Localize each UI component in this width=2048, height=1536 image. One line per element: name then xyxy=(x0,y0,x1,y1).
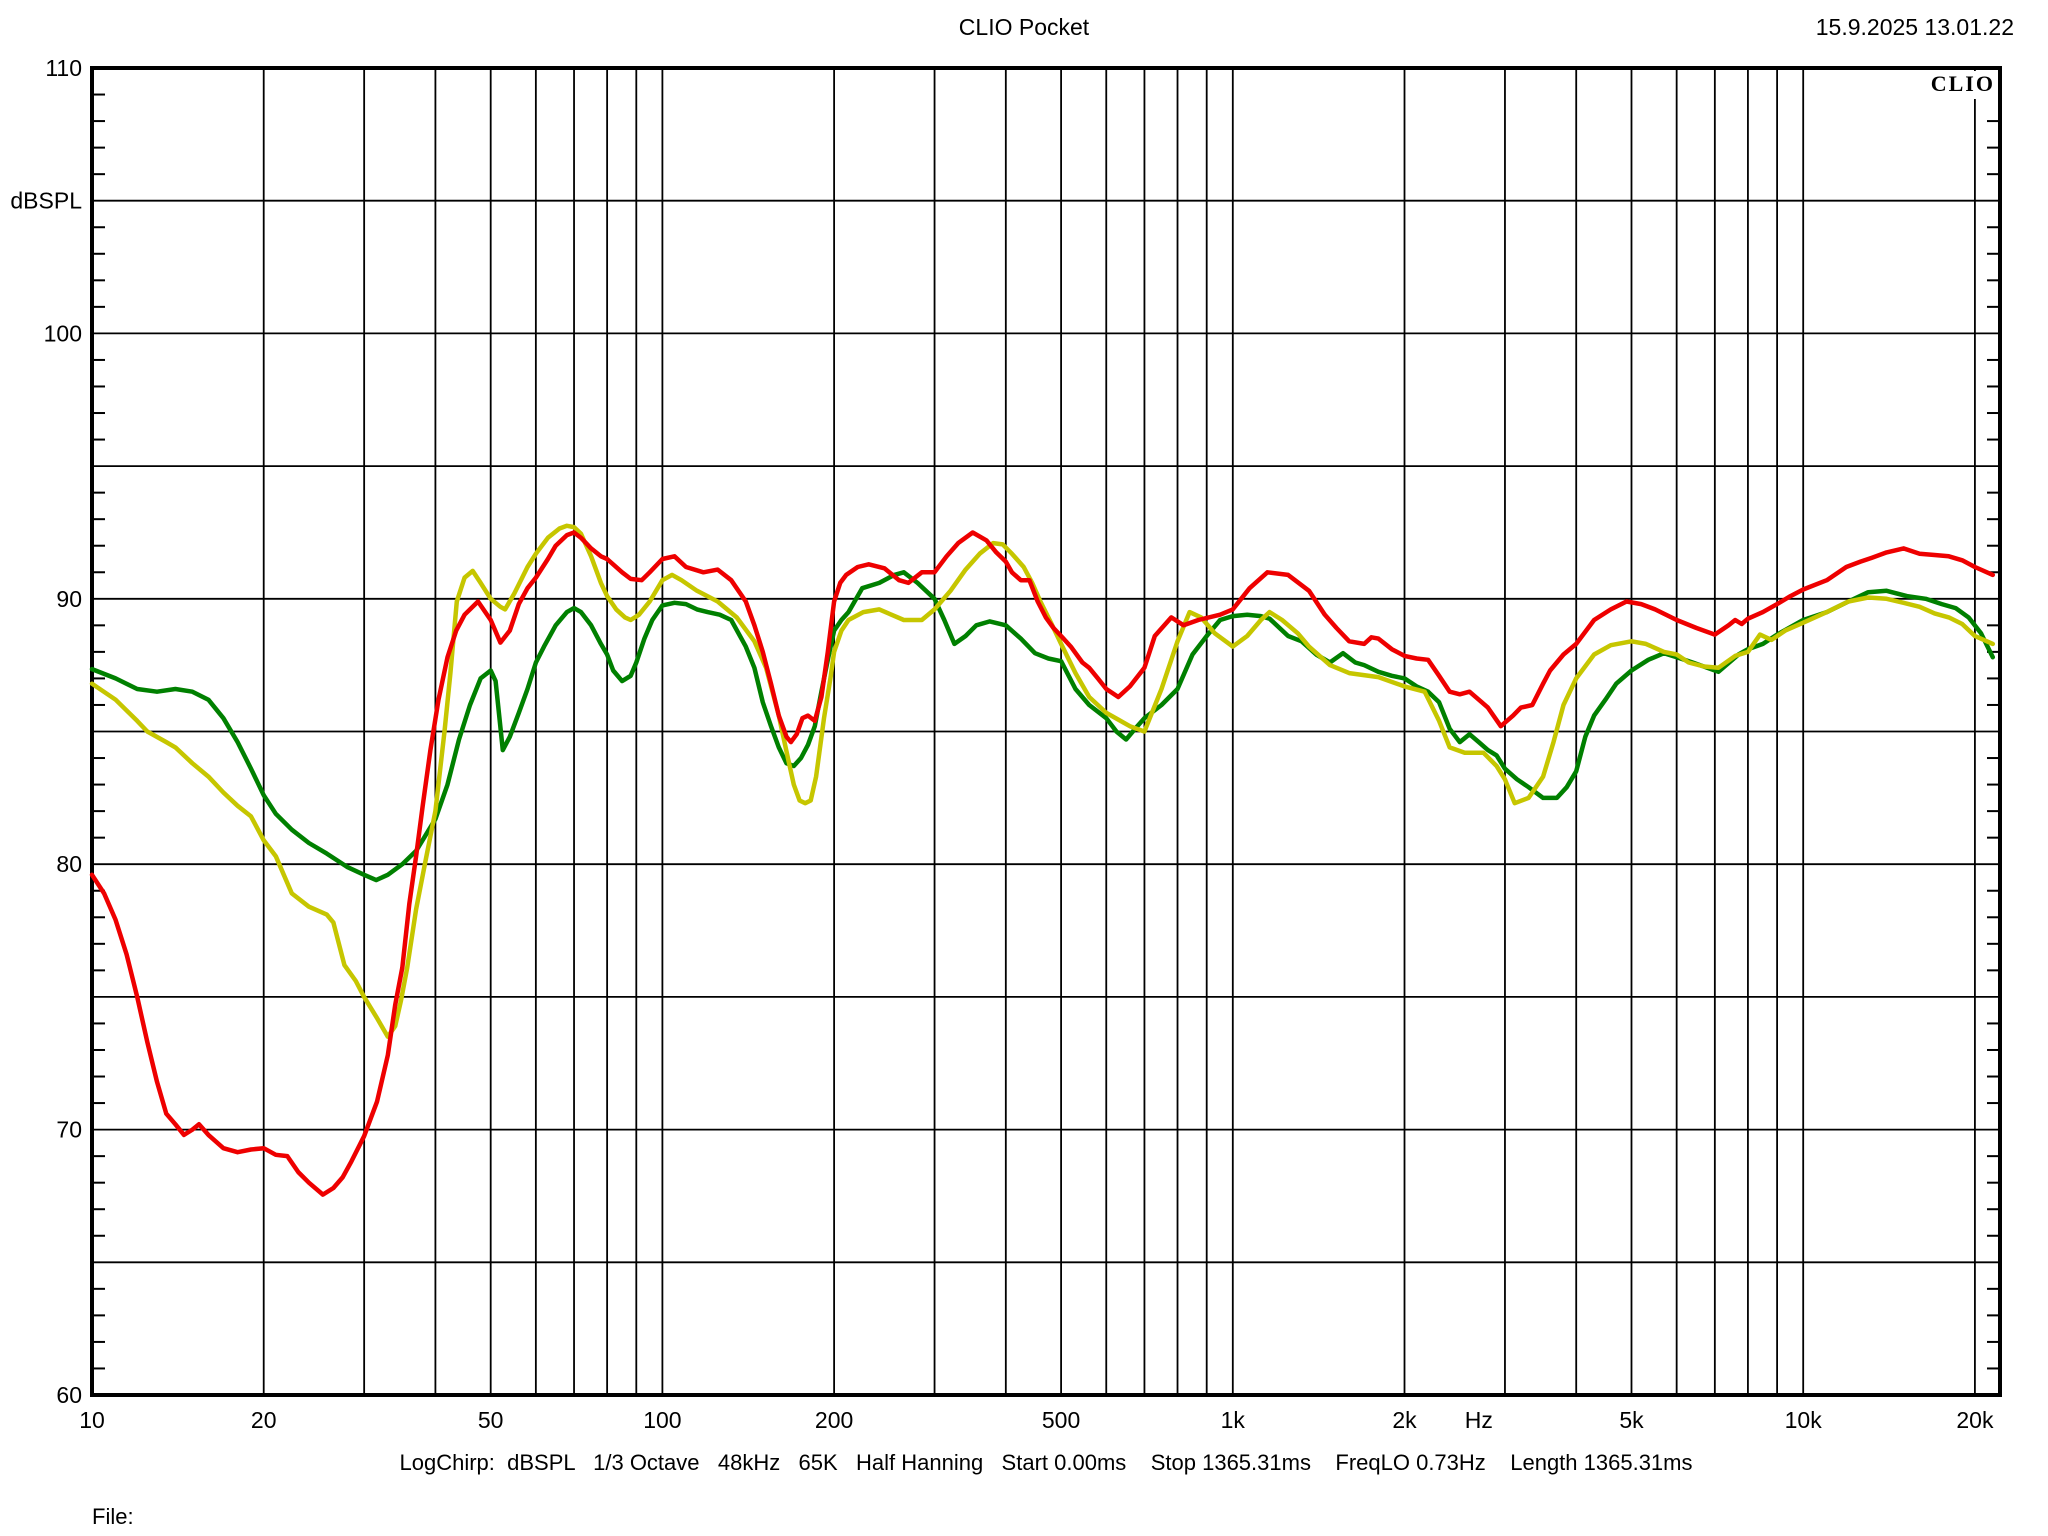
x-tick-label: 10 xyxy=(79,1407,105,1433)
x-tick-label: 50 xyxy=(478,1407,504,1433)
plot-border xyxy=(90,66,2002,1397)
x-tick-label: Hz xyxy=(1465,1407,1493,1433)
x-tick-label: 500 xyxy=(1042,1407,1080,1433)
x-tick-label: 20 xyxy=(251,1407,277,1433)
y-tick-label: 110 xyxy=(45,55,82,81)
axis-labels: 110 100 90 80 70 60 dBSPL 10 20 50 100 200 500 1k 2k Hz… xyxy=(10,55,1994,1433)
y-tick-label: 90 xyxy=(56,586,82,612)
y-tick-label: 100 xyxy=(44,320,82,346)
y-tick-label: 60 xyxy=(56,1382,82,1408)
curves xyxy=(89,523,1996,1197)
y-tick-label: 80 xyxy=(56,851,82,877)
curve-red xyxy=(89,530,1996,1197)
x-tick-label: 1k xyxy=(1221,1407,1246,1433)
page-title: CLIO Pocket xyxy=(958,14,1090,40)
y-tick-label: 70 xyxy=(56,1117,82,1143)
x-tick-label: 10k xyxy=(1785,1407,1823,1433)
db-minor-ticks xyxy=(92,93,2000,1370)
clio-logo: CLIO xyxy=(1924,71,1998,99)
x-tick-label: 100 xyxy=(643,1407,681,1433)
curve-yellow xyxy=(89,523,1996,1039)
curve-green xyxy=(89,570,1996,883)
x-tick-label: 200 xyxy=(815,1407,853,1433)
x-tick-label: 20k xyxy=(1956,1407,1994,1433)
datetime-label: 15.9.2025 13.01.22 xyxy=(1815,14,2014,40)
x-tick-label: 2k xyxy=(1392,1407,1417,1433)
grid-lines xyxy=(92,68,2000,1395)
measurement-status-bar: LogChirp: dBSPL 1/3 Octave 48kHz 65K Hal… xyxy=(399,1450,1693,1475)
y-axis-unit-label: dBSPL xyxy=(10,188,82,214)
file-label: File: xyxy=(92,1504,134,1529)
x-tick-label: 5k xyxy=(1619,1407,1644,1433)
